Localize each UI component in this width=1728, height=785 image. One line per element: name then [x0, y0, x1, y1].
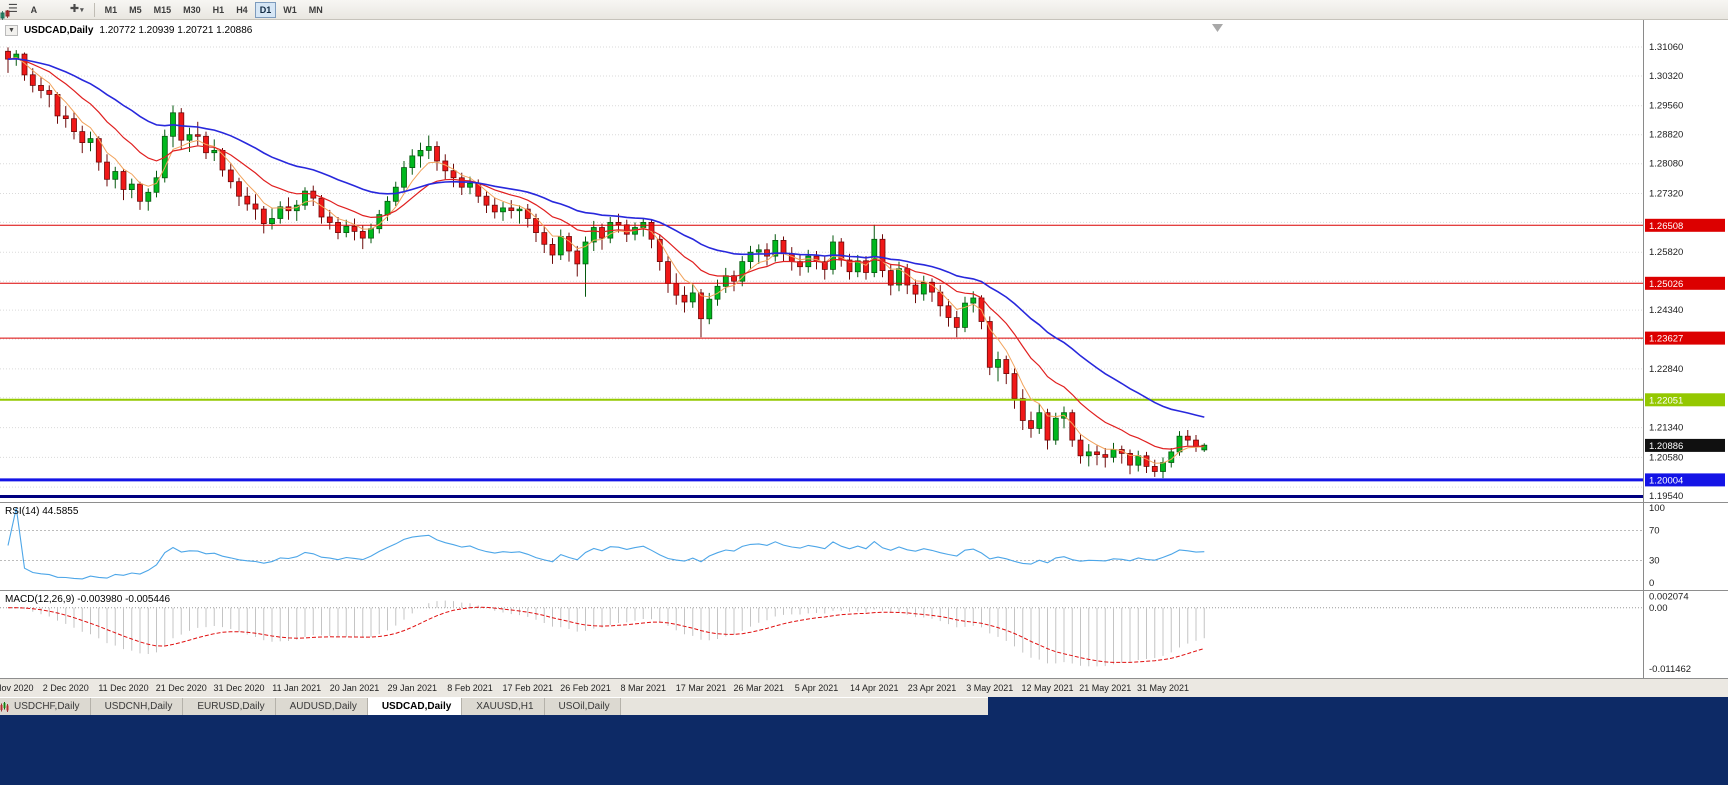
panel-splitter[interactable] [0, 590, 1728, 591]
x-axis-date-label: 17 Feb 2021 [502, 683, 554, 693]
svg-text:0: 0 [1649, 578, 1654, 589]
rsi-panel-canvas[interactable]: 100 70 30 0 [0, 503, 1728, 590]
toolbar-separator [93, 2, 95, 17]
timeframe-w1-button[interactable]: W1 [278, 2, 302, 18]
crosshair-icon: ✚ [69, 3, 80, 15]
timeframe-m1-button[interactable]: M1 [100, 2, 123, 18]
tab-label: USDCHF,Daily [14, 701, 80, 712]
svg-text:1.30320: 1.30320 [1649, 71, 1683, 82]
svg-text:1.20004: 1.20004 [1649, 475, 1683, 486]
svg-text:1.27320: 1.27320 [1649, 188, 1683, 199]
svg-text:1.19540: 1.19540 [1649, 491, 1683, 502]
svg-text:1.26508: 1.26508 [1649, 221, 1683, 232]
svg-text:1.29560: 1.29560 [1649, 101, 1683, 112]
x-axis-date-label: 3 May 2021 [966, 683, 1014, 693]
x-axis-date-label: 8 Mar 2021 [620, 683, 667, 693]
tab-label: USOil,Daily [558, 701, 610, 712]
tab-label: AUDUSD,Daily [289, 701, 357, 712]
x-axis-date-label: 31 Dec 2020 [213, 683, 265, 693]
svg-text:1.24340: 1.24340 [1649, 305, 1683, 316]
chart-tab-usoil[interactable]: USOil,Daily [0, 698, 621, 715]
svg-text:70: 70 [1649, 526, 1660, 537]
ohlc-values: 1.20772 1.20939 1.20721 1.20886 [99, 25, 253, 36]
macd-indicator-label: MACD(12,26,9) -0.003980 -0.005446 [5, 594, 171, 605]
symbol-period-label: USDCAD,Daily [23, 25, 94, 36]
svg-text:1.25820: 1.25820 [1649, 247, 1683, 258]
x-axis-date-label: 20 Jan 2021 [329, 683, 380, 693]
svg-text:1.20886: 1.20886 [1649, 441, 1683, 452]
timeframe-h4-button[interactable]: H4 [231, 2, 253, 18]
svg-text:1.25026: 1.25026 [1649, 279, 1683, 290]
candlestick-chart-icon-button[interactable] [0, 2, 63, 20]
chart-tab-usdchf[interactable]: USDCHF,Daily [0, 698, 91, 715]
svg-text:1.23627: 1.23627 [1649, 334, 1683, 345]
chart-tab-eurusd[interactable]: EURUSD,Daily [0, 698, 276, 715]
rsi-indicator-label: RSI(14) 44.5855 [5, 506, 79, 517]
x-axis-date-label: 12 May 2021 [1021, 683, 1074, 693]
x-axis-date-label: 11 Dec 2020 [98, 683, 149, 693]
svg-text:0.00: 0.00 [1649, 603, 1668, 614]
x-axis-date-label: 21 Dec 2020 [155, 683, 207, 693]
tab-label: EURUSD,Daily [197, 701, 265, 712]
svg-text:1.22840: 1.22840 [1649, 364, 1683, 375]
tab-label: USDCNH,Daily [104, 701, 173, 712]
x-axis-date-label: 23 Nov 2020 [0, 683, 34, 693]
chart-tab-xauusd[interactable]: XAUUSD,H1 [0, 698, 545, 715]
svg-text:100: 100 [1649, 503, 1665, 514]
toolbar: ☰ A ✚ ▾ M1 M5 M15 M30 H1 H4 D1 W1 MN [0, 0, 1728, 20]
timeframe-buttons: M1 M5 M15 M30 H1 H4 D1 W1 MN [99, 1, 329, 18]
background-area [0, 715, 1728, 785]
tab-label: XAUUSD,H1 [476, 701, 534, 712]
chart-tab-usdcad[interactable]: USDCAD,Daily [0, 698, 463, 715]
symbol-dropdown-icon[interactable]: ▼ [5, 25, 18, 36]
svg-text:1.21340: 1.21340 [1649, 423, 1683, 434]
x-axis-date-label: 23 Apr 2021 [907, 683, 957, 693]
main-chart-canvas[interactable]: 1.31060 1.30320 1.29560 1.28820 1.28080 1.273… [0, 20, 1728, 502]
chevron-down-icon: ▾ [80, 6, 84, 14]
text-tool-button[interactable]: A [25, 2, 43, 18]
x-axis-date-label: 11 Jan 2021 [272, 683, 322, 693]
x-axis-date-label: 26 Feb 2021 [560, 683, 611, 693]
x-axis-date-label: 2 Dec 2020 [42, 683, 89, 693]
timeframe-d1-button[interactable]: D1 [254, 1, 277, 18]
svg-text:1.22051: 1.22051 [1649, 395, 1683, 406]
x-axis-date-label: 29 Jan 2021 [387, 683, 438, 693]
x-axis-date-label: 31 May 2021 [1136, 683, 1190, 693]
charts-list-icon-button[interactable]: ☰ [3, 2, 23, 18]
svg-text:1.20580: 1.20580 [1649, 452, 1683, 463]
chart-tab-audusd[interactable]: AUDUSD,Daily [0, 698, 368, 715]
crosshair-cursor-button[interactable]: ✚ ▾ [65, 2, 89, 18]
svg-text:1.31060: 1.31060 [1649, 42, 1683, 53]
x-axis-date-label: 26 Mar 2021 [733, 683, 785, 693]
chart-tab-usdcnh[interactable]: USDCNH,Daily [0, 698, 184, 715]
tab-label: USDCAD,Daily [381, 701, 452, 712]
timeframe-m5-button[interactable]: M5 [124, 2, 147, 18]
x-axis-date-label: 14 Apr 2021 [849, 683, 899, 693]
x-axis-date-label: 5 Apr 2021 [794, 683, 839, 693]
chart-shift-marker [1212, 24, 1223, 32]
x-axis-date-label: 21 May 2021 [1079, 683, 1132, 693]
x-axis-date-label: 17 Mar 2021 [675, 683, 727, 693]
timeframe-m15-button[interactable]: M15 [149, 2, 177, 18]
timeframe-m30-button[interactable]: M30 [178, 2, 206, 18]
timeframe-mn-button[interactable]: MN [304, 2, 328, 18]
svg-text:-0.011462: -0.011462 [1649, 664, 1691, 675]
panel-splitter[interactable] [0, 502, 1728, 503]
chart-tabs-strip: USDCHF,Daily USDCNH,Daily EURUSD,Daily AUDU… [0, 697, 988, 715]
svg-text:30: 30 [1649, 556, 1660, 567]
svg-text:1.28080: 1.28080 [1649, 159, 1683, 170]
x-axis-date-label: 8 Feb 2021 [447, 683, 493, 693]
timeframe-h1-button[interactable]: H1 [208, 2, 230, 18]
list-icon: ☰ [8, 3, 18, 15]
time-axis[interactable]: 23 Nov 2020 2 Dec 2020 11 Dec 2020 21 Dec 2… [0, 678, 1728, 697]
svg-text:0.002074: 0.002074 [1649, 592, 1689, 603]
svg-text:1.28820: 1.28820 [1649, 130, 1683, 141]
chart-title: ▼ USDCAD,Daily 1.20772 1.20939 1.20721 1… [5, 25, 252, 36]
chart-tab-bar: USDCHF,Daily USDCNH,Daily EURUSD,Daily AUDU… [0, 697, 1728, 715]
